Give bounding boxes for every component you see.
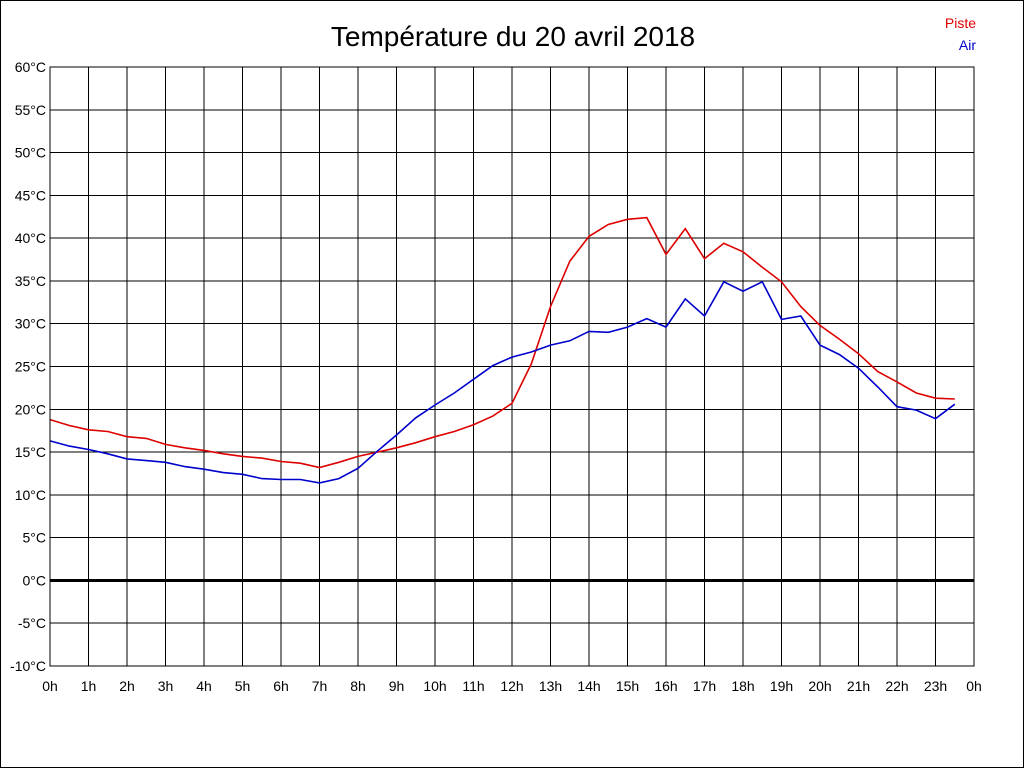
x-tick-label: 0h [42, 678, 58, 694]
y-tick-label: 25°C [15, 359, 46, 375]
y-tick-label: 10°C [15, 487, 46, 503]
y-tick-label: 20°C [15, 401, 46, 417]
x-tick-label: 15h [616, 678, 639, 694]
x-tick-label: 16h [654, 678, 677, 694]
series-lines [49, 216, 956, 484]
y-tick-label: 50°C [15, 145, 46, 161]
x-tick-label: 17h [693, 678, 716, 694]
y-tick-label: -5°C [18, 615, 46, 631]
x-tick-label: 21h [847, 678, 870, 694]
x-tick-label: 0h [966, 678, 982, 694]
x-tick-label: 14h [577, 678, 600, 694]
y-tick-label: 5°C [23, 530, 47, 546]
y-tick-label: 55°C [15, 102, 46, 118]
legend-entry-air: Air [959, 37, 976, 53]
x-tick-label: 3h [158, 678, 174, 694]
y-tick-label: 35°C [15, 273, 46, 289]
y-tick-label: 15°C [15, 444, 46, 460]
x-tick-label: 9h [389, 678, 405, 694]
x-tick-label: 23h [924, 678, 947, 694]
plot-frame [49, 66, 975, 667]
x-tick-label: 5h [235, 678, 251, 694]
y-tick-label: 40°C [15, 230, 46, 246]
y-tick-label: 45°C [15, 187, 46, 203]
x-tick-label: 18h [731, 678, 754, 694]
y-tick-label: -10°C [10, 658, 46, 674]
legend: Piste Air [945, 15, 976, 53]
x-axis-tick-labels: 0h 1h 2h 3h 4h 5h 6h 7h 8h 9h 10h 11h 12h 13h 14h 15h 16… [42, 678, 982, 694]
x-tick-label: 13h [539, 678, 562, 694]
y-axis-tick-labels: -10°C -5°C 0°C 5°C 10°C 15°C 20°C 25°C 30°C 35°C 4… [10, 59, 46, 674]
x-tick-label: 4h [196, 678, 212, 694]
x-tick-label: 1h [81, 678, 97, 694]
y-tick-label: 60°C [15, 59, 46, 75]
x-tick-label: 11h [462, 678, 484, 694]
legend-entry-piste: Piste [945, 15, 976, 31]
series-line-air [49, 280, 956, 484]
x-tick-label: 20h [808, 678, 831, 694]
y-tick-label: 30°C [15, 316, 46, 332]
x-tick-label: 8h [350, 678, 366, 694]
y-tick-label: 0°C [23, 572, 47, 588]
x-tick-label: 22h [885, 678, 908, 694]
x-tick-label: 6h [273, 678, 289, 694]
x-tick-label: 7h [312, 678, 328, 694]
chart-title: Température du 20 avril 2018 [331, 21, 695, 52]
x-tick-label: 12h [500, 678, 523, 694]
grid-lines [49, 66, 975, 667]
x-tick-label: 19h [770, 678, 793, 694]
series-line-piste [49, 216, 955, 469]
x-tick-label: 10h [423, 678, 446, 694]
x-tick-label: 2h [119, 678, 135, 694]
